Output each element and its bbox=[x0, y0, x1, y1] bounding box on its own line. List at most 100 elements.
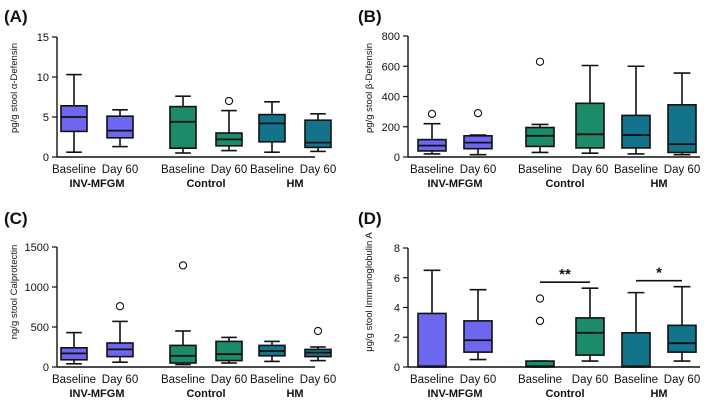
y-tick-label: 6 bbox=[394, 273, 400, 285]
box-iqr bbox=[667, 104, 697, 154]
group-label: INV-MFGM bbox=[70, 178, 125, 190]
group-label: Control bbox=[186, 178, 225, 190]
box-INV-MFGM-Baseline bbox=[417, 109, 447, 155]
panel-label: (D) bbox=[358, 209, 382, 228]
box-Control-Day 60 bbox=[215, 96, 243, 152]
box-iqr bbox=[215, 340, 243, 362]
box-iqr bbox=[463, 320, 493, 353]
y-axis-label: pg/g stool β-Defensin bbox=[364, 43, 375, 133]
box-iqr bbox=[106, 115, 134, 139]
box-INV-MFGM-Day 60 bbox=[463, 108, 493, 156]
y-tick-label: 2 bbox=[394, 332, 400, 344]
box-iqr bbox=[621, 331, 651, 368]
x-category-label: Baseline bbox=[518, 164, 562, 176]
box-INV-MFGM-Day 60 bbox=[106, 109, 134, 148]
y-tick-label: 400 bbox=[382, 92, 400, 104]
y-axis-label: μg/g stool Immunoglobulin A bbox=[364, 232, 375, 352]
group-label: INV-MFGM bbox=[428, 388, 483, 400]
x-category-label: Baseline bbox=[52, 164, 96, 176]
outlier-point bbox=[313, 326, 323, 336]
panel-2: (C) ng/g stool Calprotectin 0 500 1000 1500 Ba… bbox=[4, 209, 336, 400]
box-Control-Baseline bbox=[169, 261, 197, 366]
box-Control-Baseline bbox=[169, 95, 197, 154]
group-label: HM bbox=[286, 178, 303, 190]
outlier-point bbox=[427, 109, 437, 119]
y-tick-label: 500 bbox=[31, 322, 49, 334]
x-category-label: Day 60 bbox=[664, 164, 700, 176]
group-label: INV-MFGM bbox=[428, 178, 483, 190]
box-iqr bbox=[169, 105, 197, 149]
group-label: HM bbox=[650, 178, 667, 190]
x-category-label: Day 60 bbox=[664, 374, 700, 386]
outlier-point bbox=[535, 294, 545, 303]
outlier-point bbox=[535, 316, 545, 326]
x-category-label: Day 60 bbox=[572, 374, 608, 386]
group-label: INV-MFGM bbox=[70, 388, 125, 400]
y-tick-label: 5 bbox=[43, 112, 49, 124]
x-category-label: Day 60 bbox=[460, 374, 496, 386]
box-HM-Day 60 bbox=[667, 285, 697, 362]
box-iqr bbox=[169, 344, 197, 364]
box-Control-Day 60 bbox=[575, 64, 605, 155]
box-HM-Day 60 bbox=[667, 72, 697, 156]
panel-0: (A) pg/g stool α-Defensin 0 5 10 15 Baseline Da… bbox=[4, 7, 336, 190]
x-category-label: Baseline bbox=[161, 164, 205, 176]
panel-label: (C) bbox=[4, 209, 28, 228]
y-tick-label: 10 bbox=[37, 72, 49, 84]
box-HM-Day 60 bbox=[304, 326, 332, 362]
outlier-point bbox=[473, 108, 483, 118]
box-Control-Baseline bbox=[525, 57, 555, 154]
y-tick-label: 1000 bbox=[25, 282, 49, 294]
group-label: HM bbox=[286, 388, 303, 400]
box-INV-MFGM-Baseline bbox=[60, 331, 88, 365]
group-label: Control bbox=[186, 388, 225, 400]
box-iqr bbox=[575, 317, 605, 356]
outlier-point bbox=[178, 261, 188, 270]
x-category-label: Day 60 bbox=[102, 374, 138, 386]
x-category-label: Baseline bbox=[161, 374, 205, 386]
y-tick-label: 200 bbox=[382, 122, 400, 134]
box-HM-Baseline bbox=[621, 65, 651, 155]
y-tick-label: 0 bbox=[394, 362, 400, 374]
x-category-label: Baseline bbox=[250, 374, 294, 386]
group-label: HM bbox=[650, 388, 667, 400]
x-category-label: Baseline bbox=[410, 374, 454, 386]
box-Control-Day 60 bbox=[215, 336, 243, 364]
y-tick-label: 15 bbox=[37, 32, 49, 44]
box-HM-Baseline bbox=[258, 340, 286, 363]
outlier-point bbox=[115, 302, 125, 311]
box-Control-Baseline bbox=[525, 294, 555, 368]
x-category-label: Day 60 bbox=[572, 164, 608, 176]
panel-label: (A) bbox=[4, 7, 28, 26]
y-tick-label: 4 bbox=[394, 303, 400, 315]
box-INV-MFGM-Baseline bbox=[60, 73, 88, 153]
panel-label: (B) bbox=[358, 7, 382, 26]
panel-1: (B) pg/g stool β-Defensin 0 200 400 600 800 Bas… bbox=[358, 7, 700, 190]
outlier-point bbox=[224, 96, 234, 106]
y-tick-label: 0 bbox=[43, 152, 49, 164]
box-INV-MFGM-Baseline bbox=[417, 269, 447, 368]
x-category-label: Baseline bbox=[614, 374, 658, 386]
x-category-label: Day 60 bbox=[211, 374, 247, 386]
box-iqr bbox=[575, 102, 605, 149]
box-HM-Baseline bbox=[258, 101, 286, 153]
x-category-label: Baseline bbox=[52, 374, 96, 386]
x-category-label: Day 60 bbox=[300, 164, 336, 176]
x-category-label: Day 60 bbox=[460, 164, 496, 176]
x-category-label: Baseline bbox=[518, 374, 562, 386]
y-tick-label: 0 bbox=[43, 362, 49, 374]
x-category-label: Baseline bbox=[614, 164, 658, 176]
box-iqr bbox=[60, 105, 88, 133]
box-iqr bbox=[417, 312, 447, 368]
group-label: Control bbox=[545, 388, 584, 400]
y-axis-label: pg/g stool α-Defensin bbox=[9, 43, 20, 133]
box-iqr bbox=[258, 113, 286, 143]
y-tick-label: 600 bbox=[382, 61, 400, 73]
box-HM-Day 60 bbox=[304, 113, 332, 153]
box-HM-Baseline bbox=[621, 291, 651, 368]
box-iqr bbox=[667, 324, 697, 353]
panel-3: (D) μg/g stool Immunoglobulin A 0 2 4 6 8 Basel… bbox=[358, 209, 700, 400]
box-INV-MFGM-Day 60 bbox=[106, 302, 134, 364]
box-Control-Day 60 bbox=[575, 287, 605, 362]
y-tick-label: 0 bbox=[394, 152, 400, 164]
